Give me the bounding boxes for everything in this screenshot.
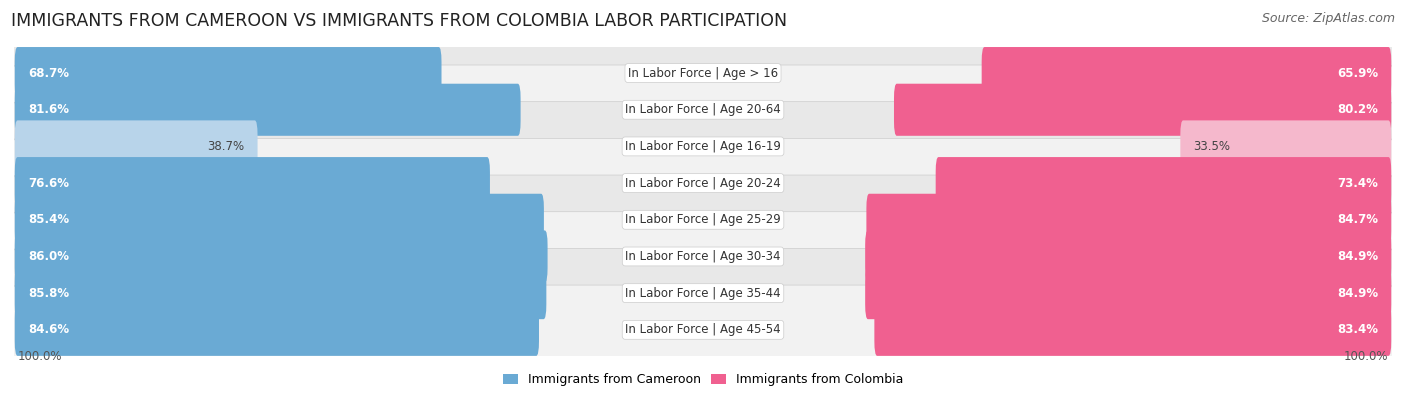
Legend: Immigrants from Cameroon, Immigrants from Colombia: Immigrants from Cameroon, Immigrants fro… bbox=[503, 373, 903, 386]
Text: In Labor Force | Age 35-44: In Labor Force | Age 35-44 bbox=[626, 287, 780, 300]
Text: 83.4%: 83.4% bbox=[1337, 324, 1378, 336]
Text: Source: ZipAtlas.com: Source: ZipAtlas.com bbox=[1261, 12, 1395, 25]
Text: 85.4%: 85.4% bbox=[28, 213, 69, 226]
Text: 100.0%: 100.0% bbox=[1344, 350, 1389, 363]
Text: 76.6%: 76.6% bbox=[28, 177, 69, 190]
FancyBboxPatch shape bbox=[11, 102, 1395, 191]
FancyBboxPatch shape bbox=[14, 194, 544, 246]
Text: 84.9%: 84.9% bbox=[1337, 250, 1378, 263]
FancyBboxPatch shape bbox=[11, 65, 1395, 154]
FancyBboxPatch shape bbox=[865, 267, 1392, 319]
FancyBboxPatch shape bbox=[14, 120, 257, 173]
Text: 80.2%: 80.2% bbox=[1337, 103, 1378, 116]
Text: In Labor Force | Age 45-54: In Labor Force | Age 45-54 bbox=[626, 324, 780, 336]
FancyBboxPatch shape bbox=[894, 84, 1392, 136]
FancyBboxPatch shape bbox=[11, 175, 1395, 265]
Text: 73.4%: 73.4% bbox=[1337, 177, 1378, 190]
FancyBboxPatch shape bbox=[11, 138, 1395, 228]
FancyBboxPatch shape bbox=[935, 157, 1392, 209]
FancyBboxPatch shape bbox=[11, 28, 1395, 118]
Text: In Labor Force | Age 30-34: In Labor Force | Age 30-34 bbox=[626, 250, 780, 263]
Text: 65.9%: 65.9% bbox=[1337, 67, 1378, 79]
FancyBboxPatch shape bbox=[14, 304, 538, 356]
FancyBboxPatch shape bbox=[14, 84, 520, 136]
Text: 33.5%: 33.5% bbox=[1194, 140, 1230, 153]
Text: 38.7%: 38.7% bbox=[207, 140, 245, 153]
FancyBboxPatch shape bbox=[14, 267, 547, 319]
FancyBboxPatch shape bbox=[1180, 120, 1392, 173]
FancyBboxPatch shape bbox=[14, 157, 489, 209]
FancyBboxPatch shape bbox=[11, 248, 1395, 338]
FancyBboxPatch shape bbox=[14, 230, 547, 282]
Text: In Labor Force | Age > 16: In Labor Force | Age > 16 bbox=[628, 67, 778, 79]
Text: 100.0%: 100.0% bbox=[17, 350, 62, 363]
FancyBboxPatch shape bbox=[11, 285, 1395, 374]
FancyBboxPatch shape bbox=[11, 212, 1395, 301]
Text: 86.0%: 86.0% bbox=[28, 250, 69, 263]
Text: 81.6%: 81.6% bbox=[28, 103, 69, 116]
Text: In Labor Force | Age 20-24: In Labor Force | Age 20-24 bbox=[626, 177, 780, 190]
Text: 68.7%: 68.7% bbox=[28, 67, 69, 79]
Text: 85.8%: 85.8% bbox=[28, 287, 69, 300]
FancyBboxPatch shape bbox=[865, 230, 1392, 282]
Text: In Labor Force | Age 25-29: In Labor Force | Age 25-29 bbox=[626, 213, 780, 226]
FancyBboxPatch shape bbox=[875, 304, 1392, 356]
FancyBboxPatch shape bbox=[866, 194, 1392, 246]
FancyBboxPatch shape bbox=[14, 47, 441, 99]
FancyBboxPatch shape bbox=[981, 47, 1392, 99]
Text: 84.7%: 84.7% bbox=[1337, 213, 1378, 226]
Text: IMMIGRANTS FROM CAMEROON VS IMMIGRANTS FROM COLOMBIA LABOR PARTICIPATION: IMMIGRANTS FROM CAMEROON VS IMMIGRANTS F… bbox=[11, 12, 787, 30]
Text: In Labor Force | Age 16-19: In Labor Force | Age 16-19 bbox=[626, 140, 780, 153]
Text: 84.6%: 84.6% bbox=[28, 324, 69, 336]
Text: In Labor Force | Age 20-64: In Labor Force | Age 20-64 bbox=[626, 103, 780, 116]
Text: 84.9%: 84.9% bbox=[1337, 287, 1378, 300]
